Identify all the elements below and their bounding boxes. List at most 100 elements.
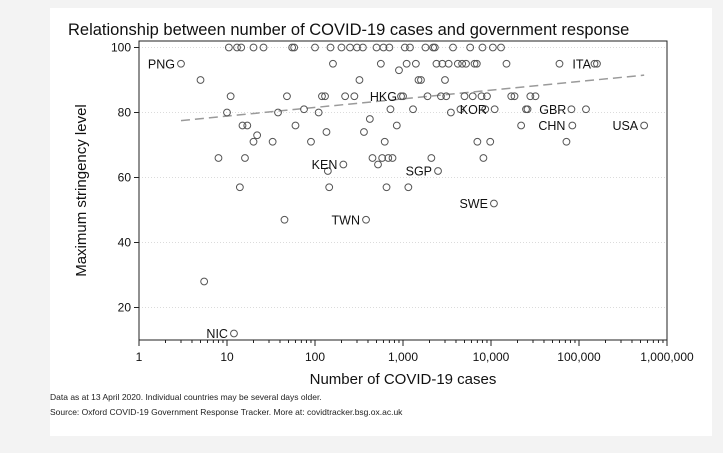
data-point bbox=[397, 92, 405, 101]
data-point bbox=[350, 92, 359, 101]
data-point bbox=[249, 43, 258, 52]
data-point bbox=[468, 92, 477, 101]
data-point bbox=[483, 92, 491, 101]
data-point bbox=[238, 121, 247, 130]
data-point bbox=[355, 76, 364, 84]
data-point bbox=[353, 43, 361, 52]
y-tick-label: 60 bbox=[118, 171, 132, 185]
data-point bbox=[449, 43, 457, 52]
x-tick-label: 1 bbox=[136, 350, 143, 364]
data-point bbox=[341, 92, 350, 101]
data-point bbox=[640, 121, 649, 130]
data-point bbox=[593, 59, 601, 68]
data-points bbox=[177, 43, 649, 338]
data-point bbox=[399, 92, 407, 101]
data-point bbox=[224, 43, 233, 52]
data-point bbox=[230, 329, 238, 338]
y-tick-label: 20 bbox=[118, 301, 132, 315]
data-point bbox=[479, 154, 488, 162]
data-point bbox=[555, 59, 564, 68]
data-point bbox=[427, 154, 436, 162]
data-point bbox=[526, 92, 535, 101]
data-point bbox=[406, 43, 414, 52]
data-point bbox=[274, 108, 282, 117]
data-point bbox=[507, 92, 516, 101]
data-point bbox=[531, 92, 540, 101]
data-point bbox=[288, 43, 297, 52]
data-point bbox=[318, 92, 326, 101]
x-axis-title: Number of COVID-19 cases bbox=[310, 371, 497, 388]
data-point bbox=[404, 183, 413, 192]
data-point bbox=[307, 137, 315, 146]
data-point bbox=[253, 131, 262, 140]
data-point bbox=[417, 76, 425, 84]
x-tick-label: 10 bbox=[220, 350, 234, 364]
data-point bbox=[337, 43, 346, 52]
data-point bbox=[488, 43, 497, 52]
data-point bbox=[385, 43, 394, 52]
data-point bbox=[411, 59, 420, 68]
country-label-chn: CHN bbox=[538, 119, 565, 133]
x-tick-label: 10,000 bbox=[473, 350, 510, 364]
data-point bbox=[360, 128, 368, 136]
y-tick-label: 80 bbox=[118, 106, 132, 120]
data-point bbox=[376, 59, 385, 68]
data-point bbox=[374, 160, 382, 169]
country-label-kor: KOR bbox=[460, 103, 487, 117]
plot-frame bbox=[138, 40, 668, 341]
data-point bbox=[490, 199, 498, 208]
y-axis-title: Maximum stringency level bbox=[73, 104, 90, 277]
country-label-nic: NIC bbox=[206, 327, 228, 341]
country-label-swe: SWE bbox=[459, 197, 487, 211]
x-tick-label: 100 bbox=[305, 350, 325, 364]
data-point bbox=[235, 183, 244, 192]
data-point bbox=[523, 105, 532, 114]
data-point bbox=[430, 43, 439, 52]
data-point bbox=[395, 66, 403, 75]
data-point bbox=[456, 105, 465, 114]
data-point bbox=[438, 59, 447, 68]
data-point bbox=[486, 137, 495, 146]
data-point bbox=[473, 137, 482, 146]
country-label-usa: USA bbox=[612, 119, 638, 133]
data-point bbox=[249, 137, 258, 146]
data-point bbox=[311, 43, 319, 52]
data-point bbox=[567, 105, 576, 114]
country-label-sgp: SGP bbox=[406, 165, 432, 179]
data-point bbox=[434, 167, 442, 175]
data-point bbox=[441, 76, 449, 84]
x-tick-label: 1,000 bbox=[388, 350, 418, 364]
scatter-chart: Relationship between number of COVID-19 … bbox=[50, 21, 694, 417]
chart-card: Relationship between number of COVID-19 … bbox=[50, 8, 712, 436]
data-point bbox=[421, 43, 430, 52]
data-point bbox=[358, 43, 367, 52]
data-point bbox=[226, 92, 235, 101]
data-point bbox=[379, 43, 388, 52]
data-point bbox=[326, 43, 335, 52]
data-point bbox=[392, 121, 401, 130]
y-axis-ticks: 20 40 60 80 100 bbox=[111, 41, 139, 315]
data-point bbox=[502, 59, 511, 68]
data-point bbox=[280, 215, 289, 224]
data-point bbox=[437, 92, 445, 101]
note-source: Source: Oxford COVID-19 Government Respo… bbox=[50, 407, 403, 417]
trend-line bbox=[180, 74, 645, 122]
data-point bbox=[322, 128, 331, 136]
data-point bbox=[196, 76, 205, 84]
data-point bbox=[432, 59, 441, 68]
data-point bbox=[283, 92, 291, 101]
data-point bbox=[481, 105, 490, 114]
country-label-png: PNG bbox=[148, 57, 175, 71]
data-point bbox=[388, 154, 397, 162]
data-point bbox=[237, 43, 246, 52]
data-point bbox=[290, 43, 299, 52]
data-point bbox=[462, 59, 470, 68]
data-point bbox=[368, 154, 377, 162]
data-point bbox=[378, 154, 387, 162]
data-point bbox=[384, 154, 393, 162]
data-point bbox=[259, 43, 268, 52]
grid-lines bbox=[139, 47, 667, 308]
data-point bbox=[472, 59, 481, 68]
data-point bbox=[362, 215, 370, 224]
data-point bbox=[568, 121, 577, 130]
